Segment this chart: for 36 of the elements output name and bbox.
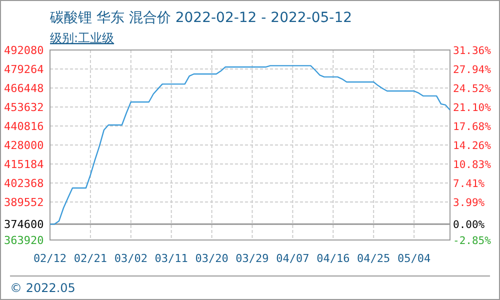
x-tick-label: 02/12 <box>33 252 67 265</box>
y-tick-label: 453632 <box>4 101 44 114</box>
y2-tick-label: 0.00% <box>453 219 486 232</box>
y2-tick-label: 24.52% <box>453 82 492 95</box>
y2-tick-label: 31.36% <box>453 45 492 57</box>
y2-tick-label: 3.99% <box>453 197 486 210</box>
y-tick-label: 466448 <box>4 82 44 95</box>
y-tick-label: 402368 <box>4 177 44 190</box>
y2-tick-label: -2.85% <box>453 235 492 247</box>
y-tick-label: 479264 <box>4 63 44 76</box>
chart-title: 碳酸锂 华东 混合价 2022-02-12 - 2022-05-12 <box>49 10 352 26</box>
x-tick-label: 04/16 <box>316 252 350 265</box>
y2-tick-label: 14.26% <box>453 140 492 152</box>
x-tick-label: 03/29 <box>236 252 269 265</box>
x-tick-label: 03/20 <box>195 252 228 265</box>
x-tick-label: 02/21 <box>74 252 108 265</box>
y-tick-label: 363920 <box>4 234 44 247</box>
y-tick-label: 389552 <box>4 196 44 209</box>
line-series <box>49 65 451 225</box>
chart-subtitle: 级别:工业级 <box>50 31 114 45</box>
y-tick-label: 492080 <box>4 44 44 57</box>
x-tick-label: 04/25 <box>357 252 390 265</box>
x-tick-label: 04/07 <box>276 252 310 265</box>
y-tick-label: 428000 <box>4 139 44 152</box>
y-tick-label: 374600 <box>4 218 44 232</box>
y2-tick-label: 21.10% <box>453 102 492 114</box>
x-tick-label: 03/11 <box>154 252 188 265</box>
text: © 2022.05 <box>10 281 76 295</box>
x-tick-label: 03/02 <box>114 252 148 265</box>
y2-tick-label: 17.68% <box>453 120 492 133</box>
y2-tick-label: 27.94% <box>453 64 492 76</box>
x-tick-label: 05/04 <box>397 252 431 265</box>
y-tick-label: 415184 <box>4 158 44 171</box>
y2-tick-label: 10.83% <box>453 159 492 172</box>
y2-tick-label: 7.41% <box>453 178 486 190</box>
y-tick-label: 440816 <box>4 120 44 133</box>
